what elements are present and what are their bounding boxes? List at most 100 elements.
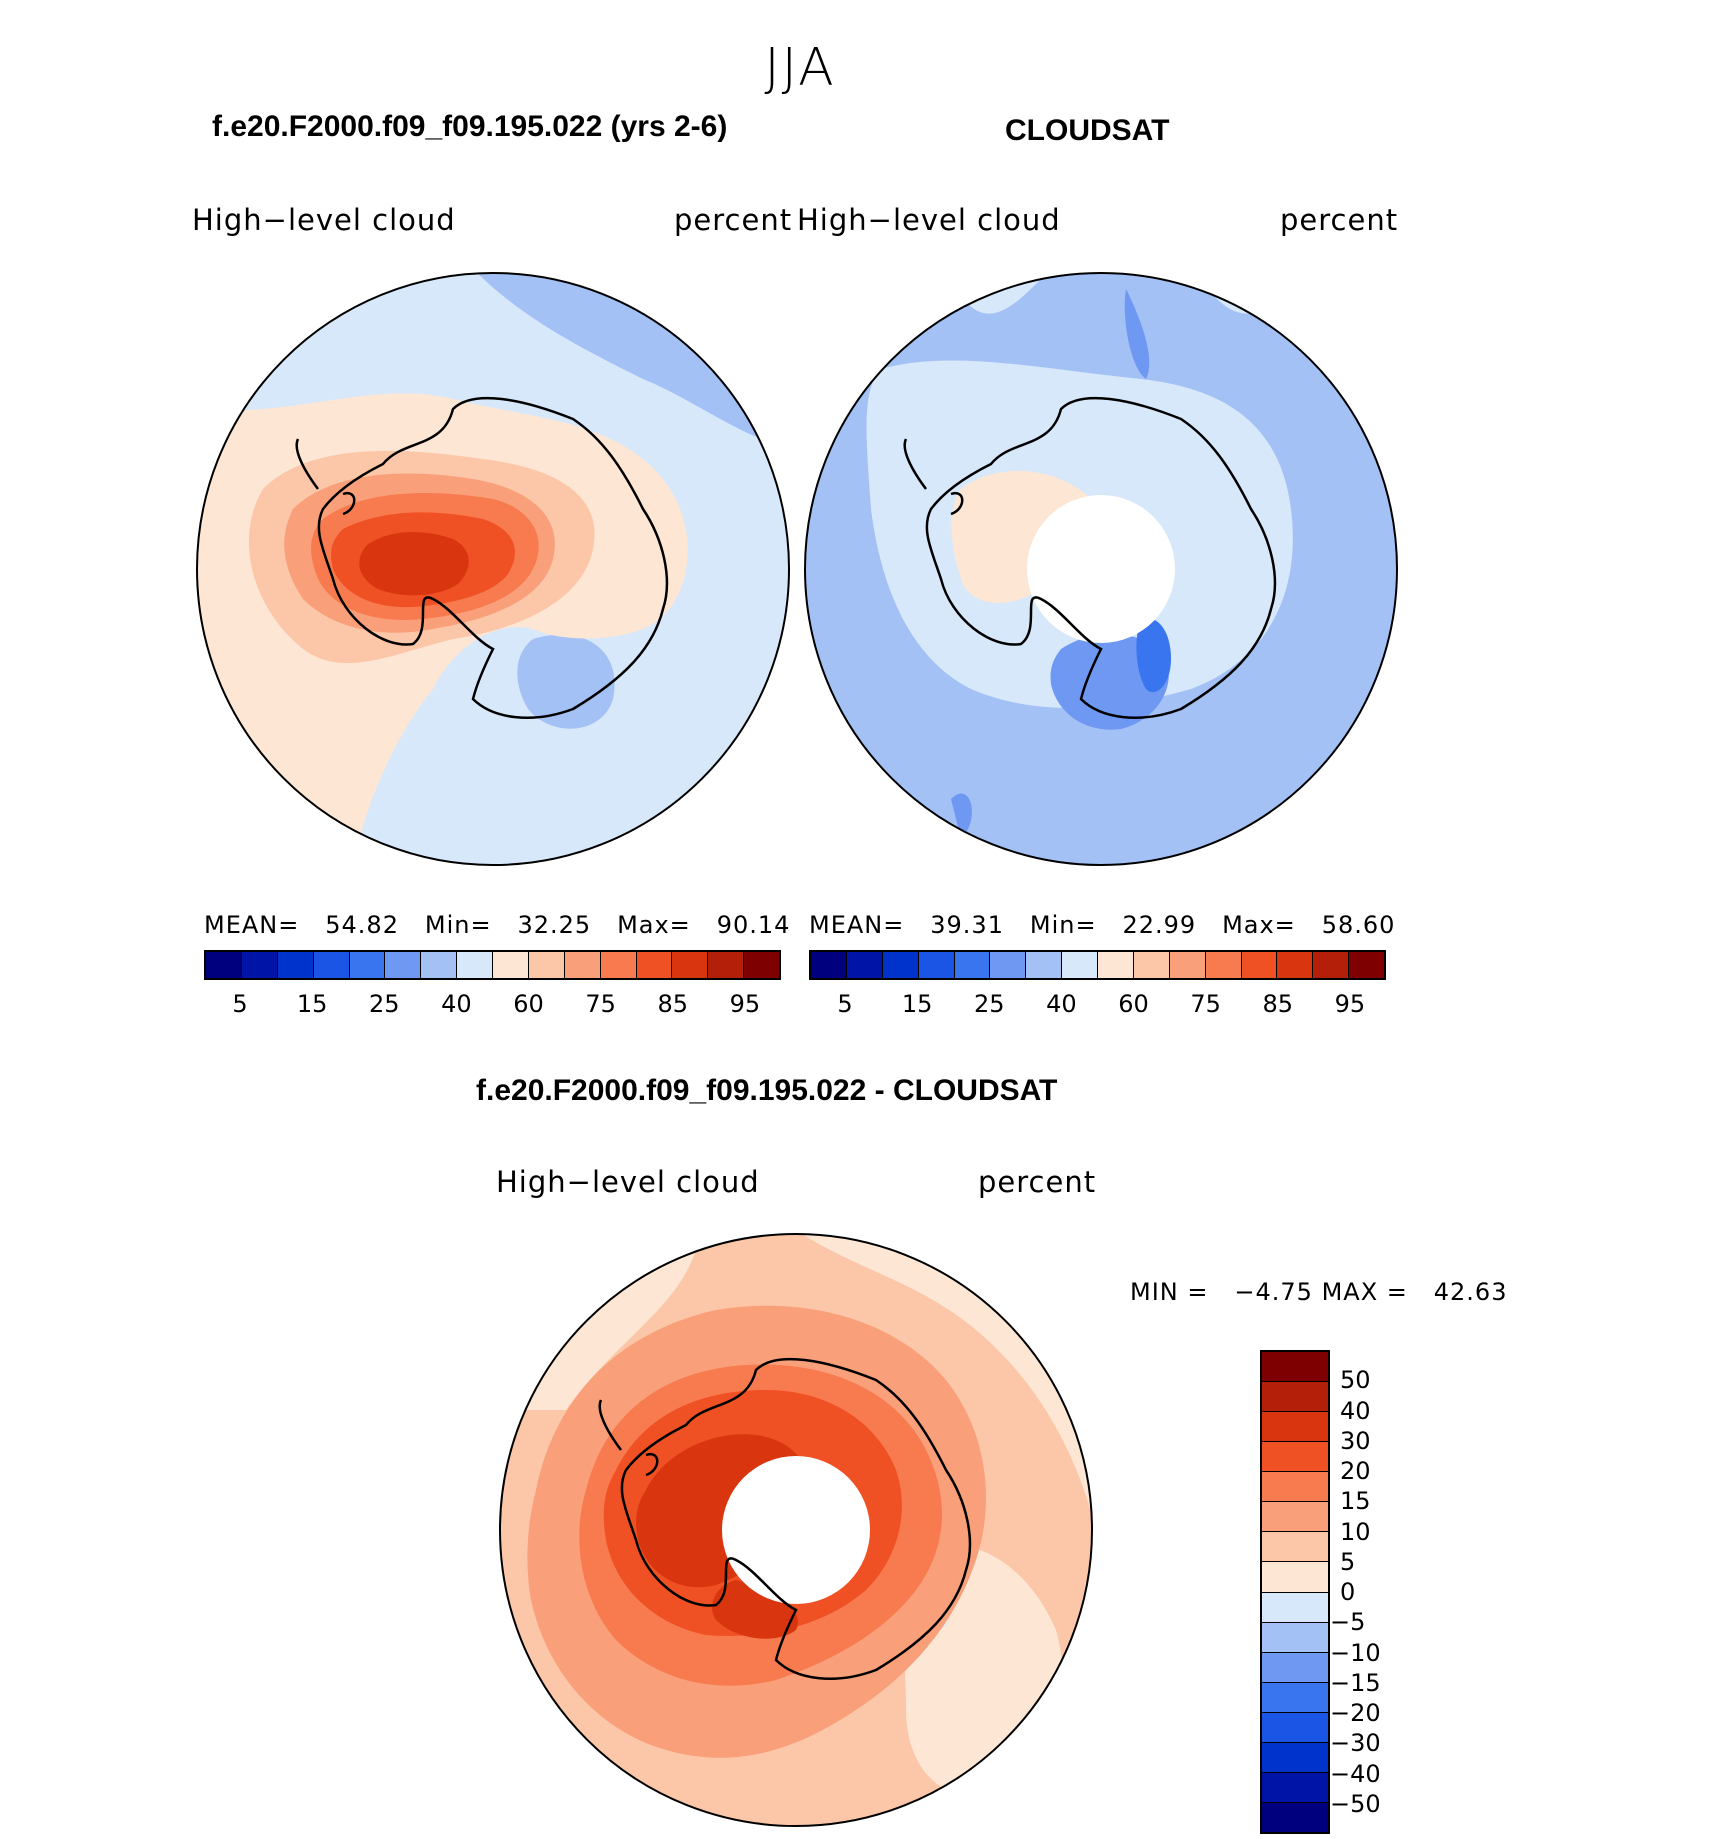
model-colorbar-box — [744, 952, 779, 978]
model-colorbar-box — [636, 952, 673, 978]
obs-colorbar-box — [1026, 952, 1063, 978]
model-colorbar — [204, 950, 781, 980]
obs-colorbar-tick-label: 40 — [1046, 990, 1077, 1018]
model-colorbar-tick-label: 5 — [232, 990, 248, 1018]
model-polar-map — [196, 272, 790, 866]
model-colorbar-tick-label: 75 — [585, 990, 616, 1018]
diff-colorbar-box — [1262, 1652, 1328, 1683]
model-colorbar-box — [493, 952, 529, 978]
obs-colorbar-box — [882, 952, 919, 978]
obs-colorbar-tick-label: 25 — [974, 990, 1005, 1018]
diff-colorbar-tick-label: −30 — [1330, 1729, 1381, 1758]
obs-colorbar-box — [1277, 952, 1314, 978]
diff-colorbar-tick-label: −20 — [1330, 1699, 1381, 1727]
diff-colorbar-tick-label: 40 — [1340, 1396, 1371, 1425]
diff-colorbar-box — [1262, 1382, 1328, 1413]
model-colorbar-box — [349, 952, 386, 978]
model-colorbar-box — [385, 952, 422, 978]
diff-colorbar-box — [1262, 1352, 1328, 1383]
model-colorbar-tick-label: 15 — [296, 990, 328, 1018]
diff-polar-map — [499, 1233, 1093, 1827]
obs-colorbar-box — [1169, 952, 1206, 978]
model-colorbar-box — [421, 952, 458, 978]
obs-stats: MEAN= 39.31 Min= 22.99 Max= 58.60 — [809, 911, 1396, 939]
obs-colorbar-ticks: 5 15 25 40 60 75 85 95 — [809, 990, 1386, 1020]
diff-colorbar-tick-label: −5 — [1330, 1608, 1366, 1637]
obs-colorbar-box — [1098, 952, 1134, 978]
model-colorbar-tick-label: 60 — [513, 990, 544, 1018]
model-variable-label: High−level cloud — [192, 203, 456, 237]
obs-units-label: percent — [1280, 203, 1399, 237]
obs-colorbar — [809, 950, 1386, 980]
obs-polar-map — [804, 272, 1398, 866]
obs-colorbar-box — [846, 952, 883, 978]
diff-colorbar-box — [1262, 1682, 1328, 1713]
obs-colorbar-box — [1241, 952, 1278, 978]
model-colorbar-tick-label: 25 — [369, 990, 400, 1018]
diff-colorbar-tick-label: −10 — [1330, 1638, 1381, 1667]
diff-colorbar — [1260, 1350, 1330, 1834]
diff-colorbar-tick-label: 5 — [1340, 1547, 1356, 1576]
diff-colorbar-tick-label: 15 — [1340, 1487, 1371, 1516]
model-colorbar-box — [457, 952, 493, 978]
obs-colorbar-tick-label: 5 — [837, 990, 853, 1018]
obs-colorbar-tick-label: 95 — [1334, 990, 1366, 1018]
model-colorbar-box — [672, 952, 709, 978]
diff-variable-label: High−level cloud — [496, 1165, 760, 1199]
diff-colorbar-box — [1262, 1562, 1328, 1593]
model-colorbar-box — [277, 952, 314, 978]
diff-minmax: MIN = −4.75 MAX = 42.63 — [1130, 1278, 1508, 1306]
diff-colorbar-box — [1262, 1622, 1328, 1653]
model-colorbar-ticks: 5 15 25 40 60 75 85 95 — [204, 990, 781, 1020]
diff-colorbar-box — [1262, 1592, 1328, 1623]
model-colorbar-box — [708, 952, 745, 978]
diff-colorbar-box — [1262, 1772, 1328, 1803]
model-units-label: percent — [674, 203, 793, 237]
diff-colorbar-tick-label: 50 — [1340, 1366, 1371, 1395]
obs-variable-label: High−level cloud — [797, 203, 1061, 237]
obs-colorbar-box — [1349, 952, 1384, 978]
diff-colorbar-tick-label: 30 — [1340, 1426, 1371, 1455]
diff-colorbar-ticks: 50 40 30 20 15 10 5 0 −5 −10 −15 −20 −30 −40 −50 — [1330, 1350, 1440, 1834]
obs-colorbar-box — [1133, 952, 1170, 978]
model-colorbar-tick-label: 85 — [657, 990, 689, 1018]
obs-colorbar-box — [811, 952, 847, 978]
model-colorbar-box — [564, 952, 601, 978]
obs-colorbar-tick-label: 85 — [1262, 990, 1294, 1018]
diff-colorbar-tick-label: −50 — [1330, 1789, 1381, 1818]
obs-colorbar-tick-label: 15 — [901, 990, 933, 1018]
diff-colorbar-box — [1262, 1712, 1328, 1743]
diff-colorbar-tick-label: 0 — [1340, 1578, 1356, 1606]
diff-colorbar-tick-label: 20 — [1340, 1457, 1371, 1485]
obs-colorbar-box — [954, 952, 991, 978]
diff-colorbar-box — [1262, 1532, 1328, 1563]
model-stats: MEAN= 54.82 Min= 32.25 Max= 90.14 — [204, 911, 791, 939]
obs-colorbar-box — [918, 952, 955, 978]
obs-panel-title: CLOUDSAT — [1005, 114, 1170, 147]
diff-colorbar-box — [1262, 1742, 1328, 1773]
obs-colorbar-box — [990, 952, 1027, 978]
diff-colorbar-tick-label: −40 — [1330, 1759, 1381, 1788]
diff-units-label: percent — [978, 1165, 1097, 1199]
diff-colorbar-tick-label: −15 — [1330, 1668, 1381, 1697]
model-colorbar-box — [528, 952, 565, 978]
model-colorbar-box — [206, 952, 242, 978]
diff-panel-title: f.e20.F2000.f09_f09.195.022 - CLOUDSAT — [476, 1074, 1058, 1107]
diff-colorbar-box — [1262, 1802, 1328, 1832]
diff-colorbar-box — [1262, 1472, 1328, 1503]
obs-colorbar-box — [1062, 952, 1098, 978]
model-colorbar-tick-label: 95 — [729, 990, 761, 1018]
season-title: JJA — [764, 38, 836, 98]
model-colorbar-box — [600, 952, 637, 978]
diff-colorbar-tick-label: 10 — [1340, 1517, 1371, 1546]
diff-colorbar-box — [1262, 1412, 1328, 1443]
obs-colorbar-box — [1313, 952, 1350, 978]
model-colorbar-box — [241, 952, 278, 978]
model-panel-title: f.e20.F2000.f09_f09.195.022 (yrs 2-6) — [212, 110, 728, 143]
model-colorbar-box — [313, 952, 350, 978]
diff-colorbar-box — [1262, 1502, 1328, 1533]
diff-colorbar-box — [1262, 1442, 1328, 1473]
obs-colorbar-tick-label: 60 — [1118, 990, 1149, 1018]
obs-colorbar-tick-label: 75 — [1190, 990, 1221, 1018]
obs-colorbar-box — [1205, 952, 1242, 978]
